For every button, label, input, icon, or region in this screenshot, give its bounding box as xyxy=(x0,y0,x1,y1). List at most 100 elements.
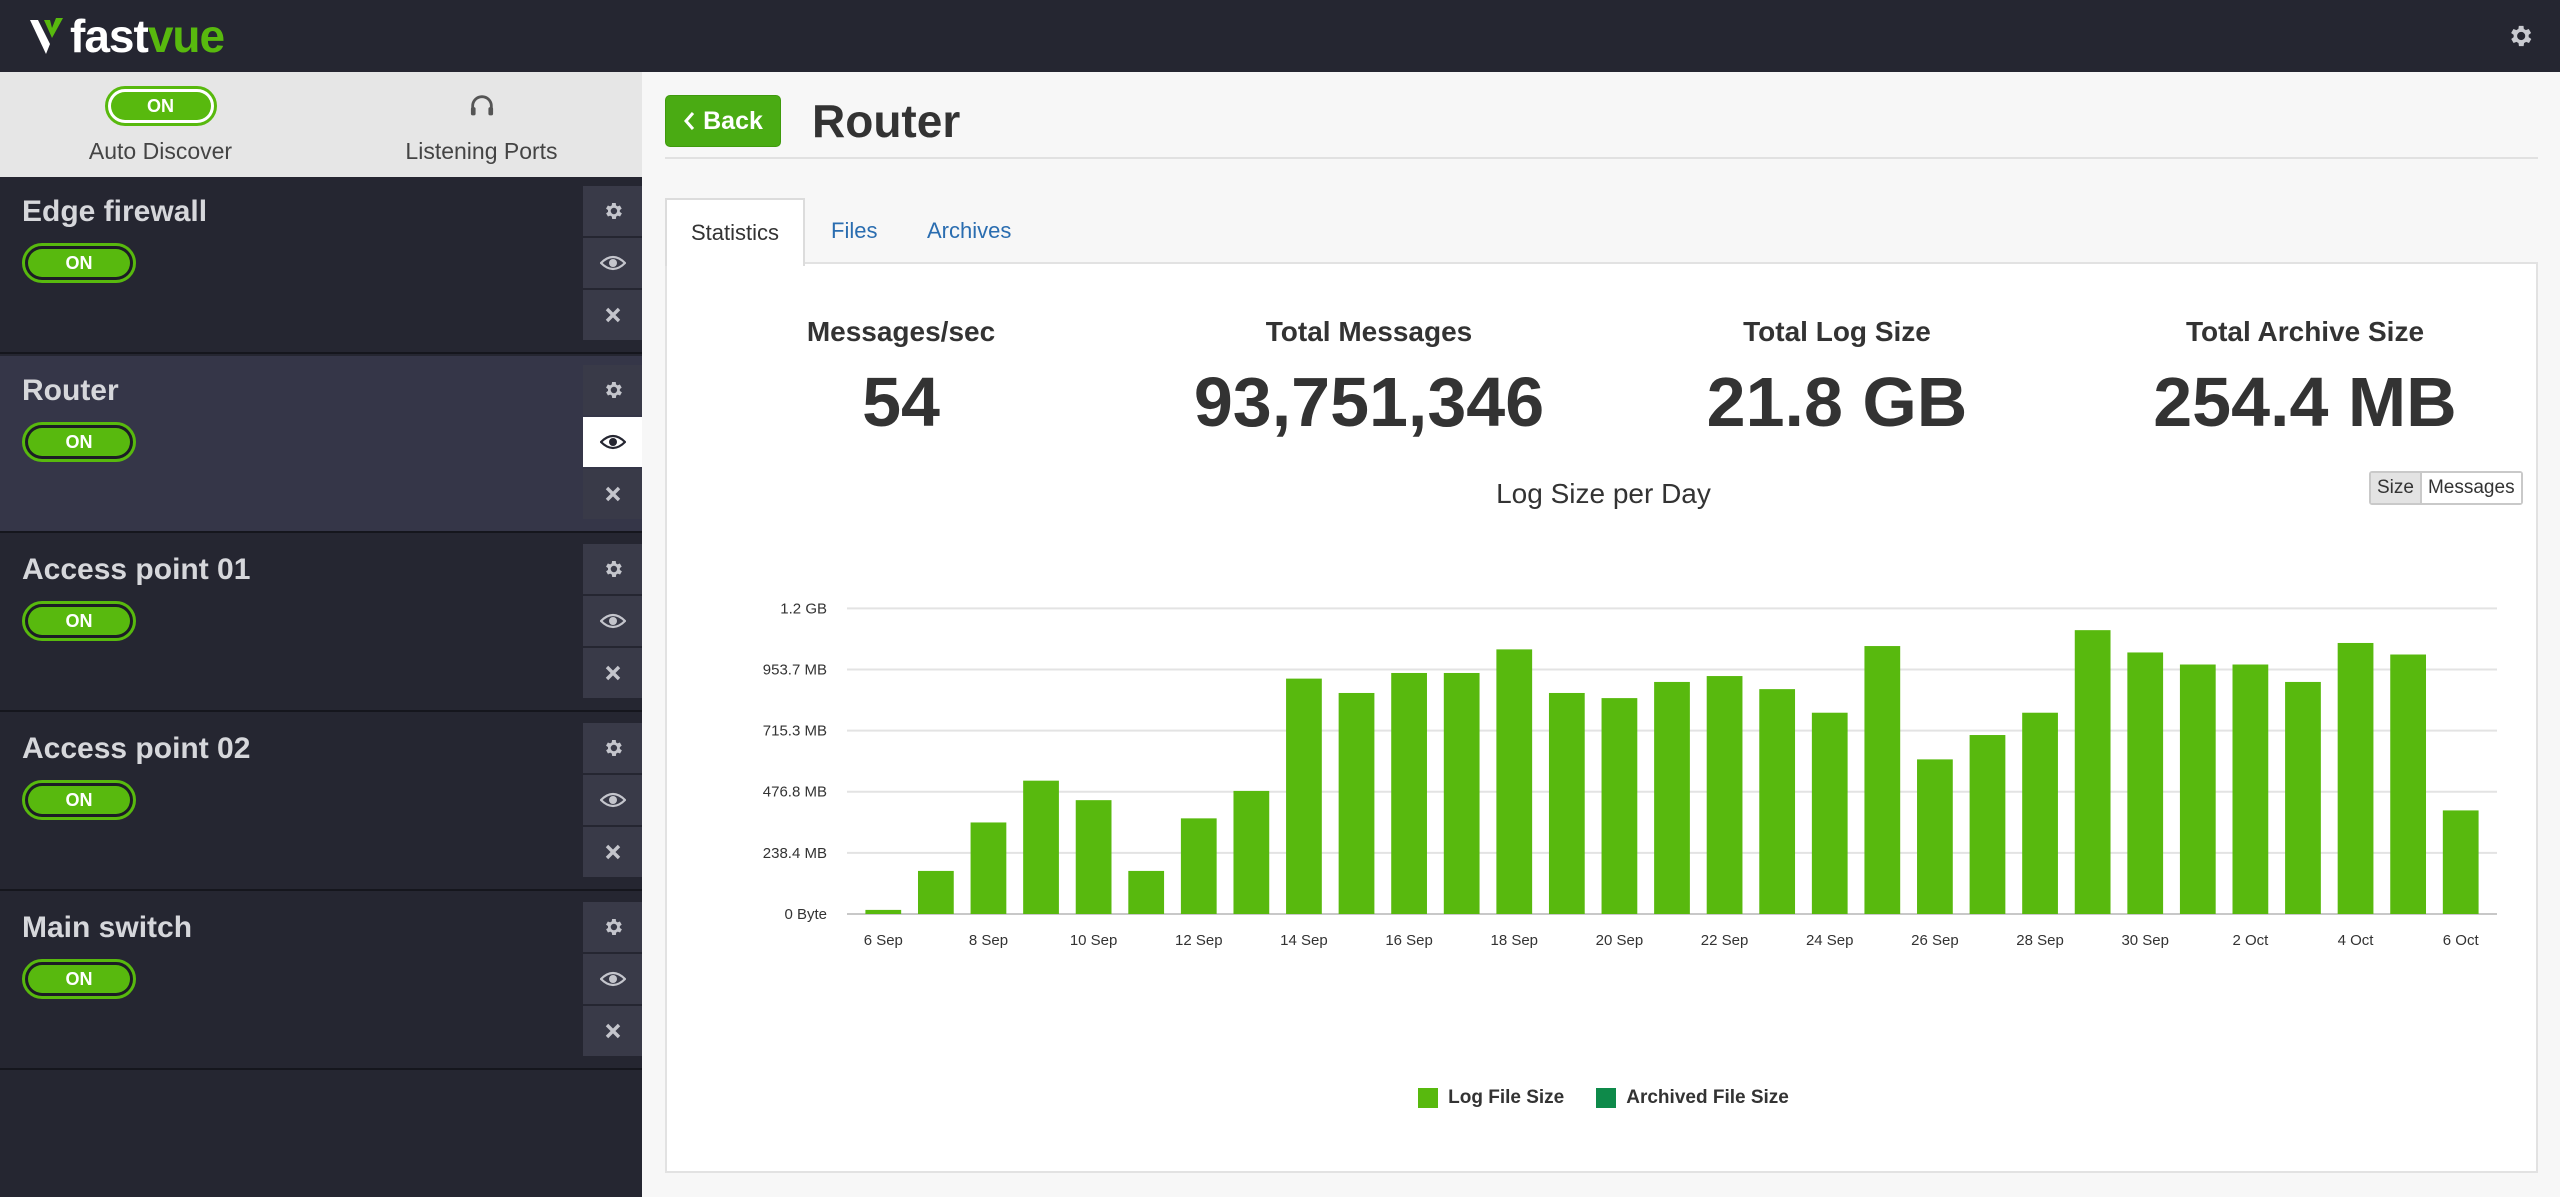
device-item-access-point-01[interactable]: Access point 01 ON xyxy=(0,535,642,712)
bar-log-file-size[interactable] xyxy=(1706,676,1743,914)
x-tick-label: 16 Sep xyxy=(1385,932,1433,949)
bar-log-file-size[interactable] xyxy=(1496,649,1533,914)
device-name: Access point 02 xyxy=(22,732,251,765)
listening-ports[interactable]: Listening Ports xyxy=(321,72,642,177)
bar-log-file-size[interactable] xyxy=(1233,790,1270,914)
device-name: Router xyxy=(22,374,119,407)
gear-icon[interactable] xyxy=(583,365,642,415)
x-tick-label: 22 Sep xyxy=(1701,932,1749,949)
size-toggle-button[interactable]: Size xyxy=(2371,473,2422,503)
device-toggle[interactable]: ON xyxy=(22,422,136,462)
tab-statistics[interactable]: Statistics xyxy=(665,198,806,266)
auto-discover-label: Auto Discover xyxy=(88,138,233,164)
eye-icon[interactable] xyxy=(583,417,642,467)
chart-metric-toggle: Size Messages xyxy=(2369,471,2523,505)
y-tick-label: 0 Byte xyxy=(784,906,827,923)
bar-log-file-size[interactable] xyxy=(2390,654,2427,914)
bar-log-file-size[interactable] xyxy=(1286,678,1322,914)
bar-log-file-size[interactable] xyxy=(1811,712,1848,914)
chart-title: Log Size per Day xyxy=(1496,478,1711,509)
y-tick-label: 1.2 GB xyxy=(780,600,827,617)
legend-label: Archived File Size xyxy=(1626,1087,1789,1108)
bar-log-file-size[interactable] xyxy=(1338,692,1375,914)
device-toggle[interactable]: ON xyxy=(22,780,136,820)
legend-swatch xyxy=(1418,1088,1439,1108)
device-item-access-point-02[interactable]: Access point 02 ON xyxy=(0,714,642,891)
main-content: Back Router Messages/sec 54 Total Messag… xyxy=(642,72,2560,1197)
y-tick-label: 238.4 MB xyxy=(763,845,827,862)
x-tick-label: 10 Sep xyxy=(1070,932,1118,949)
eye-icon[interactable] xyxy=(583,238,642,288)
device-item-router[interactable]: Router ON xyxy=(0,356,642,533)
bar-log-file-size[interactable] xyxy=(1443,672,1480,914)
stat-label: Total Messages xyxy=(1265,316,1473,347)
bar-log-file-size[interactable] xyxy=(917,870,954,914)
stat-label: Total Log Size xyxy=(1743,316,1931,347)
bar-log-file-size[interactable] xyxy=(1548,692,1585,914)
device-toggle[interactable]: ON xyxy=(22,959,136,999)
bar-log-file-size[interactable] xyxy=(1391,672,1427,914)
bar-log-file-size[interactable] xyxy=(1654,681,1690,914)
device-toggle[interactable]: ON xyxy=(22,243,136,283)
legend-item-log-file-size[interactable]: Log File Size xyxy=(1418,1087,1564,1109)
auto-discover-toggle[interactable]: ON xyxy=(104,86,217,126)
bar-log-file-size[interactable] xyxy=(1969,735,2006,914)
gear-icon[interactable] xyxy=(583,723,642,773)
page-title: Router xyxy=(812,95,961,147)
device-name: Access point 01 xyxy=(22,553,251,586)
divider xyxy=(665,157,2538,159)
bar-log-file-size[interactable] xyxy=(2127,652,2164,914)
close-icon[interactable] xyxy=(583,648,642,698)
tab-archives[interactable]: Archives xyxy=(927,218,1012,243)
bar-log-file-size[interactable] xyxy=(2074,630,2111,914)
bar-log-file-size[interactable] xyxy=(1075,800,1112,914)
bar-log-file-size[interactable] xyxy=(970,822,1007,914)
close-icon[interactable] xyxy=(583,469,642,519)
eye-icon[interactable] xyxy=(583,954,642,1004)
gear-icon[interactable] xyxy=(583,186,642,236)
tab-files[interactable]: Files xyxy=(831,218,878,243)
y-tick-label: 476.8 MB xyxy=(763,784,827,801)
device-name: Main switch xyxy=(22,911,193,944)
bar-log-file-size[interactable] xyxy=(2285,681,2321,914)
messages-toggle-button[interactable]: Messages xyxy=(2421,473,2521,503)
legend-label: Log File Size xyxy=(1448,1087,1565,1108)
y-tick-label: 715.3 MB xyxy=(763,723,827,740)
close-icon[interactable] xyxy=(583,1006,642,1056)
bar-log-file-size[interactable] xyxy=(1128,870,1165,914)
settings-gear-icon[interactable] xyxy=(2506,22,2534,50)
eye-icon[interactable] xyxy=(583,596,642,646)
device-toggle[interactable]: ON xyxy=(22,601,136,641)
bar-log-file-size[interactable] xyxy=(1023,780,1059,914)
bar-log-file-size[interactable] xyxy=(865,909,902,914)
bar-log-file-size[interactable] xyxy=(1601,698,1638,914)
bar-log-file-size[interactable] xyxy=(2022,712,2058,914)
top-bar: fastvue xyxy=(0,0,2560,72)
bar-log-file-size[interactable] xyxy=(2337,642,2374,914)
eye-icon[interactable] xyxy=(583,775,642,825)
sidebar: ON Auto Discover Listening Ports Edge fi… xyxy=(0,72,642,1197)
bar-log-file-size[interactable] xyxy=(2179,664,2216,914)
bar-log-file-size[interactable] xyxy=(1759,689,1796,914)
legend-item-archived-file-size[interactable]: Archived File Size xyxy=(1596,1087,1789,1109)
bar-log-file-size[interactable] xyxy=(1864,646,1901,914)
log-size-bar-chart: 0 Byte 238.4 MB 476.8 MB 715.3 MB 953.7 MB 1.… xyxy=(763,600,2497,949)
bar-log-file-size[interactable] xyxy=(2442,810,2479,914)
back-button[interactable]: Back xyxy=(665,95,781,147)
chevron-left-icon xyxy=(684,112,695,130)
logo-mark-icon xyxy=(30,18,63,54)
bar-log-file-size[interactable] xyxy=(1917,759,1953,914)
close-icon[interactable] xyxy=(583,827,642,877)
gear-icon[interactable] xyxy=(583,544,642,594)
bar-log-file-size[interactable] xyxy=(1180,818,1217,914)
gear-icon[interactable] xyxy=(583,902,642,952)
x-tick-label: 20 Sep xyxy=(1596,932,1644,949)
x-tick-label: 8 Sep xyxy=(969,932,1008,949)
x-tick-label: 30 Sep xyxy=(2121,932,2169,949)
device-item-main-switch[interactable]: Main switch ON xyxy=(0,893,642,1070)
bar-log-file-size[interactable] xyxy=(2232,664,2269,914)
close-icon[interactable] xyxy=(583,290,642,340)
x-tick-label: 4 Oct xyxy=(2338,932,2375,949)
device-item-edge-firewall[interactable]: Edge firewall ON xyxy=(0,177,642,354)
fastvue-logo[interactable]: fastvue xyxy=(30,10,225,62)
